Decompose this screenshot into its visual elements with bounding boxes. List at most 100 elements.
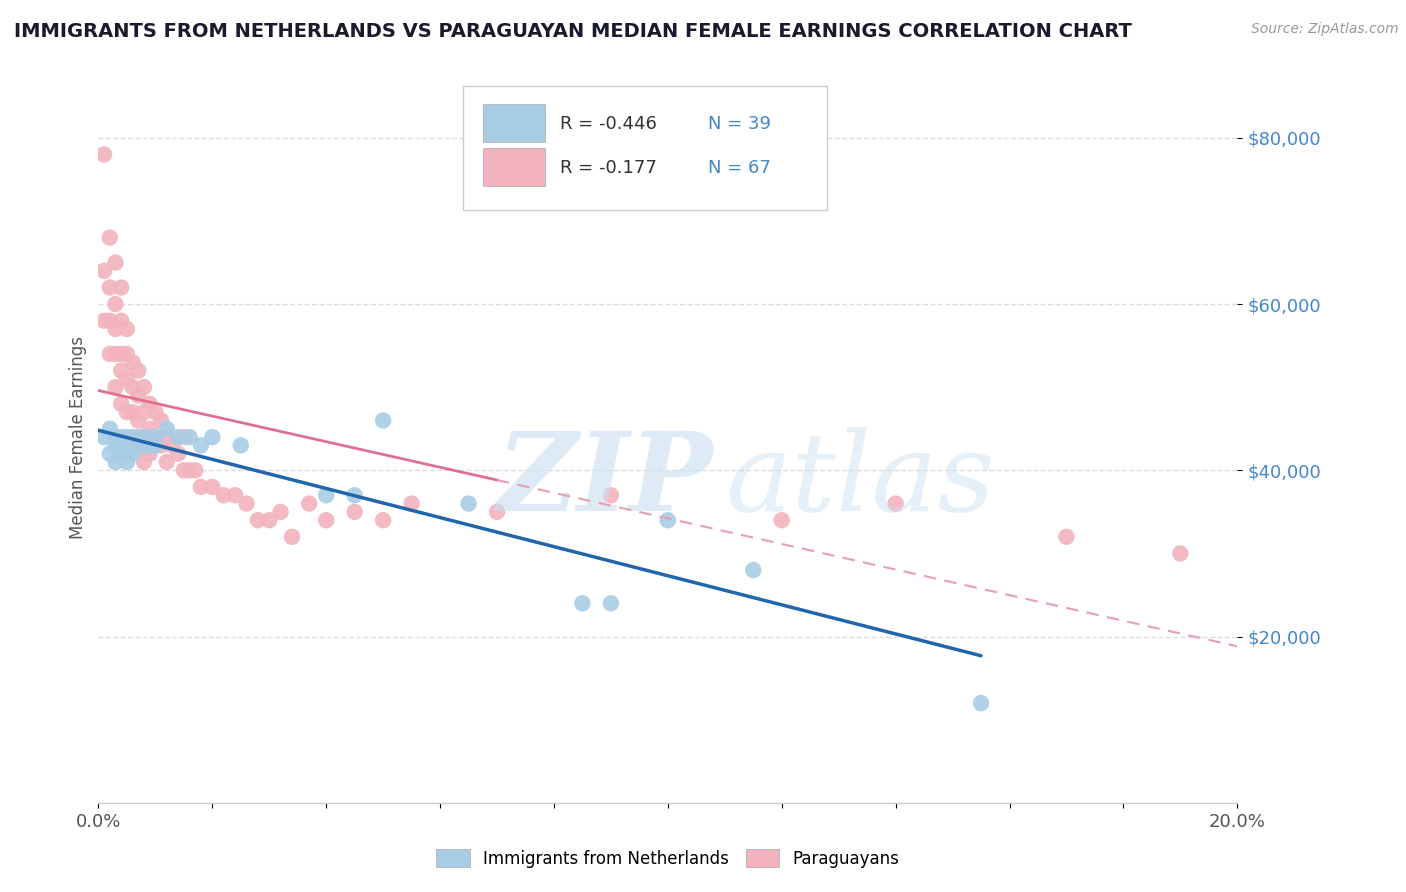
Point [127,413,149,427]
Point [150,413,173,427]
Point [571,596,593,610]
Point [235,497,257,511]
Point [145,430,167,444]
Point [145,438,167,452]
Point [970,696,993,710]
Point [110,438,132,452]
Point [343,488,366,502]
Point [104,322,127,336]
FancyBboxPatch shape [484,148,546,186]
Point [127,363,149,377]
Point [115,430,138,444]
Point [104,430,127,444]
Point [93,430,115,444]
Point [298,497,321,511]
Point [162,438,184,452]
Text: N = 67: N = 67 [707,159,770,177]
Point [229,438,252,452]
Point [93,264,115,278]
Point [115,405,138,419]
Point [121,438,143,452]
Point [246,513,269,527]
Point [93,147,115,161]
Point [138,422,160,436]
Point [373,413,395,427]
Point [104,255,127,269]
Point [115,438,138,452]
Point [156,422,179,436]
Point [110,447,132,461]
Point [121,430,143,444]
Point [93,314,115,328]
Point [281,530,304,544]
Point [167,447,190,461]
Point [104,347,127,361]
FancyBboxPatch shape [484,104,546,143]
Text: N = 39: N = 39 [707,115,770,133]
Point [486,505,509,519]
Point [127,430,149,444]
Point [104,455,127,469]
Point [132,455,155,469]
Point [173,430,195,444]
Point [259,513,281,527]
Text: atlas: atlas [725,427,994,534]
Point [201,480,224,494]
Point [600,488,623,502]
Point [145,405,167,419]
Point [115,347,138,361]
Point [110,280,132,294]
Point [98,280,121,294]
Point [212,488,235,502]
Point [373,513,395,527]
Point [179,463,201,477]
Text: IMMIGRANTS FROM NETHERLANDS VS PARAGUAYAN MEDIAN FEMALE EARNINGS CORRELATION CHA: IMMIGRANTS FROM NETHERLANDS VS PARAGUAYA… [14,22,1132,41]
Point [132,438,155,452]
Point [201,430,224,444]
Point [115,455,138,469]
Point [121,405,143,419]
Point [173,463,195,477]
Point [145,430,167,444]
Point [98,314,121,328]
Point [224,488,246,502]
Point [138,397,160,411]
Point [270,505,292,519]
Legend: Immigrants from Netherlands, Paraguayans: Immigrants from Netherlands, Paraguayans [436,849,900,868]
Point [115,447,138,461]
Point [115,322,138,336]
Point [132,430,155,444]
Point [167,430,190,444]
Point [110,430,132,444]
Point [98,230,121,244]
Point [138,438,160,452]
Point [110,363,132,377]
Point [190,480,212,494]
Point [127,438,149,452]
Point [110,397,132,411]
Point [770,513,793,527]
FancyBboxPatch shape [463,86,827,211]
Point [457,497,479,511]
Point [742,563,765,577]
Text: R = -0.177: R = -0.177 [560,159,657,177]
Point [127,438,149,452]
Point [138,430,160,444]
Point [156,455,179,469]
Point [121,380,143,394]
Point [184,463,207,477]
Point [98,347,121,361]
Point [98,422,121,436]
Point [138,447,160,461]
Point [315,513,337,527]
Point [132,380,155,394]
Point [132,430,155,444]
Point [104,380,127,394]
Point [343,505,366,519]
Point [104,297,127,311]
Point [98,447,121,461]
Point [600,596,623,610]
Point [110,347,132,361]
Point [315,488,337,502]
Point [121,447,143,461]
